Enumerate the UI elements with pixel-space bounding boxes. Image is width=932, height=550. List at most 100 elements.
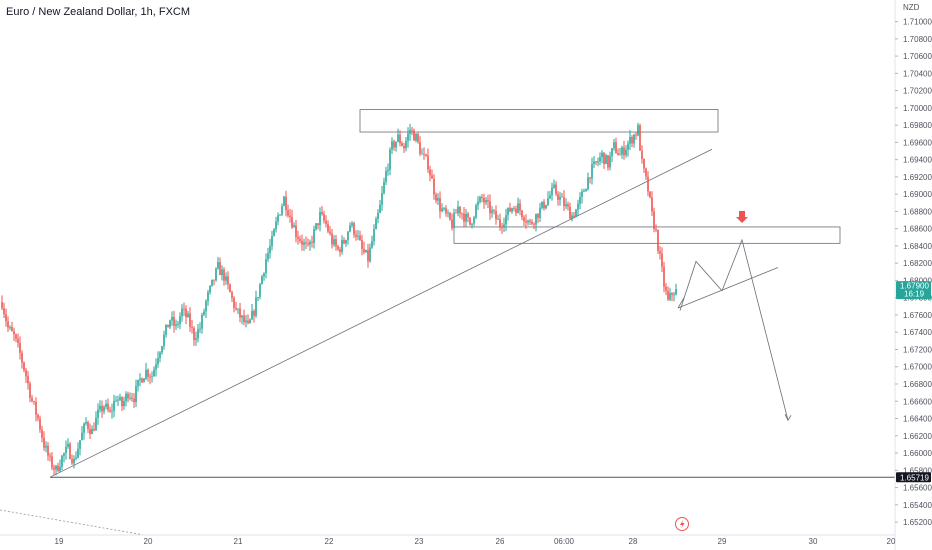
candle-down <box>615 137 617 154</box>
candle-body <box>35 402 37 415</box>
candle-body <box>45 445 47 448</box>
candle-body <box>137 379 139 387</box>
price-tick-label: 1.69800 <box>903 121 932 130</box>
candle-body <box>269 245 271 253</box>
candle-body <box>597 161 599 163</box>
candle-down <box>399 130 401 147</box>
candle-body <box>459 206 461 214</box>
candle-up <box>539 202 541 223</box>
candle-body <box>555 184 557 195</box>
candle-body <box>405 140 407 149</box>
candle-body <box>655 229 657 231</box>
candle-down <box>305 236 307 250</box>
candle-up <box>249 318 251 324</box>
candle-body <box>479 196 481 202</box>
candle-up <box>225 272 227 285</box>
candle-down <box>649 191 651 199</box>
candle-body <box>335 239 337 247</box>
candle-body <box>115 400 117 402</box>
candle-up <box>123 396 125 410</box>
candle-up <box>505 208 507 232</box>
candle-body <box>27 376 29 384</box>
candle-down <box>411 126 413 136</box>
price-axis[interactable]: NZD 1.71000 1.70800 1.70600 1.70400 1.70200 1.… <box>894 0 932 550</box>
candle-up <box>59 459 61 473</box>
candle-down <box>449 212 451 221</box>
candle-body <box>505 215 507 225</box>
candle-body <box>421 153 423 155</box>
time-axis[interactable]: 19 20 21 22 23 26 06:00 28 29 30 20 <box>0 534 896 546</box>
candle-down <box>69 441 71 460</box>
candle-body <box>227 276 229 285</box>
candle-body <box>359 235 361 241</box>
candle-down <box>361 234 363 256</box>
candle-up <box>627 140 629 157</box>
price-tick-label: 1.68600 <box>903 225 932 234</box>
candle-down <box>469 217 471 226</box>
candle-body <box>425 154 427 156</box>
candle-body <box>211 279 213 286</box>
candle-body <box>383 181 385 194</box>
candle-body <box>627 143 629 150</box>
candle-down <box>501 222 503 234</box>
time-tick-label: 20 <box>887 537 896 546</box>
candle-up <box>375 216 377 230</box>
candle-down <box>435 192 437 204</box>
candle-up <box>373 224 375 246</box>
candle-down <box>53 464 55 476</box>
candle-body <box>553 184 555 188</box>
candle-down <box>661 247 663 273</box>
candle-body <box>357 235 359 237</box>
candle-up <box>315 222 317 231</box>
projection-arrowhead <box>784 414 792 422</box>
candle-up <box>517 197 519 214</box>
candle-down <box>185 305 187 325</box>
candle-up <box>275 216 277 233</box>
candle-down <box>317 223 319 230</box>
candle-up <box>9 325 11 331</box>
candle-body <box>485 199 487 203</box>
candle-down <box>533 222 535 230</box>
candle-body <box>403 146 405 149</box>
candle-down <box>499 213 501 231</box>
candle-body <box>471 223 473 225</box>
candle-down <box>557 191 559 206</box>
candle-up <box>61 454 63 471</box>
candle-body <box>297 236 299 239</box>
candle-body <box>1 302 3 309</box>
candle-up <box>549 190 551 200</box>
candle-down <box>231 290 233 302</box>
candle-up <box>547 191 549 207</box>
candle-up <box>309 239 311 251</box>
candle-body <box>499 219 501 227</box>
candle-body <box>61 455 63 467</box>
candle-up <box>105 399 107 410</box>
candle-body <box>33 401 35 403</box>
projection-channel-tick <box>677 297 685 309</box>
candle-body <box>327 223 329 232</box>
candle-body <box>7 321 9 328</box>
candle-down <box>219 257 221 276</box>
current-price-countdown: 16:19 <box>904 290 925 299</box>
candle-body <box>353 223 355 235</box>
price-tick-label: 1.70400 <box>903 69 932 78</box>
candles <box>1 122 677 476</box>
candle-body <box>411 129 413 131</box>
candle-up <box>203 308 205 317</box>
candle-up <box>443 206 445 212</box>
candle-body <box>629 137 631 144</box>
candle-body <box>131 397 133 399</box>
candle-body <box>449 212 451 220</box>
candle-down <box>651 191 653 216</box>
candle-body <box>527 220 529 223</box>
candle-body <box>77 448 79 458</box>
projection-path <box>679 238 789 421</box>
candle-body <box>401 143 403 147</box>
support-zone <box>453 226 841 244</box>
candle-up <box>619 147 621 156</box>
candle-up <box>63 452 65 463</box>
time-tick-label: 22 <box>325 537 334 546</box>
candle-body <box>199 328 201 330</box>
lightning-bolt-icon[interactable] <box>675 517 689 531</box>
